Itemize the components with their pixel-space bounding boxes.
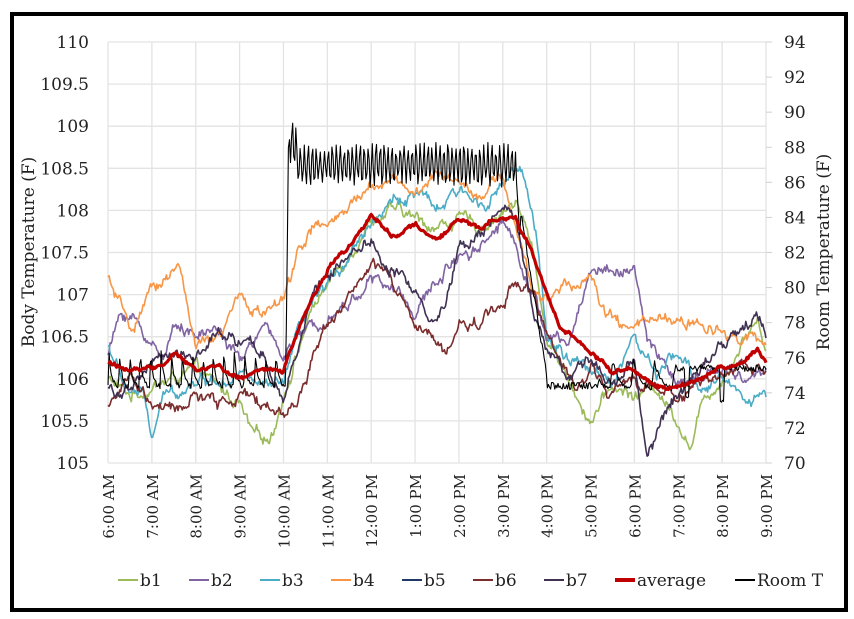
series-lines [107,122,768,457]
right-tick-label: 92 [784,68,806,88]
series-line-b2 [107,218,767,387]
right-tick-label: 88 [784,138,806,158]
legend-item-b3: b3 [260,571,304,591]
x-tick-label: 11:00 AM [319,474,337,548]
left-tick-label: 108.5 [40,159,89,179]
right-tick-label: 74 [784,384,806,404]
x-tick-label: 6:00 PM [626,474,644,538]
left-tick-label: 106 [57,370,89,390]
right-tick-label: 72 [784,419,806,439]
chart-frame [10,12,848,612]
left-tick-label: 107.5 [40,244,89,264]
left-tick-label: 108 [57,201,89,221]
right-tick-label: 90 [784,103,806,123]
legend-item-b6: b6 [473,571,517,591]
x-axis-ticks: 6:00 AM 7:00 AM 8:00 AM 9:00 AM 10:00 AM 11:0… [100,474,776,548]
legend-item-b2: b2 [189,571,233,591]
x-tick-label: 12:00 PM [363,474,381,547]
x-tick-label: 7:00 PM [670,474,688,538]
x-tick-label: 9:00 AM [232,474,250,539]
series-line-b4 [107,169,767,350]
x-tick-label: 1:00 PM [407,474,425,538]
right-tick-label: 80 [784,279,806,299]
left-tick-label: 105.5 [40,412,89,432]
x-tick-label: 6:00 AM [100,474,118,539]
legend-item-room-t: Room T [735,571,824,591]
x-tick-label: 7:00 AM [144,474,162,539]
legend-item-b7: b7 [544,571,588,591]
legend-label: b5 [424,571,446,591]
left-tick-label: 107 [57,286,89,306]
legend-label: Room T [757,571,824,591]
legend-item-b4: b4 [331,571,375,591]
legend-label: b6 [495,571,517,591]
x-tick-label: 2:00 PM [451,474,469,538]
right-tick-label: 78 [784,314,806,334]
left-axis-ticks: 105 105.5 106 106.5 107 107.5 108 108.5 109 109.5… [40,33,89,474]
left-tick-label: 106.5 [40,328,89,348]
x-tick-label: 8:00 AM [188,474,206,539]
legend-item-b1: b1 [118,571,162,591]
x-tick-label: 3:00 PM [495,474,513,538]
x-tick-label: 8:00 PM [714,474,732,538]
left-tick-label: 110 [57,33,89,53]
left-axis-title: Body Temperature (F) [19,157,39,347]
right-tick-label: 82 [784,244,806,264]
series-line-room-t [107,122,767,403]
right-tick-label: 76 [784,349,806,369]
legend-item-average: average [615,571,706,591]
right-tick-label: 84 [784,208,806,228]
right-axis-ticks: 70 72 74 76 78 80 82 84 86 88 90 92 94 [784,33,806,474]
gridlines [107,41,772,464]
x-tick-label: 9:00 PM [758,474,776,538]
left-tick-label: 109 [57,117,89,137]
left-tick-label: 109.5 [40,75,89,95]
legend-label: average [637,571,706,591]
legend-item-b5: b5 [402,571,446,591]
right-axis-title: Room Temperature (F) [814,154,834,351]
x-tick-label: 4:00 PM [539,474,557,538]
left-tick-label: 105 [57,454,89,474]
legend-label: b7 [566,571,588,591]
series-line-average [107,212,768,392]
x-tick-label: 10:00 AM [275,474,293,548]
right-tick-label: 70 [784,454,806,474]
right-tick-label: 94 [784,33,806,53]
right-tick-label: 86 [784,173,806,193]
series-line-b7 [107,204,767,457]
legend-label: b3 [282,571,304,591]
legend-label: b1 [140,571,162,591]
legend: b1 b2 b3 b4 b5 b6 b7 average Room T [118,571,824,591]
x-tick-label: 5:00 PM [583,474,601,538]
legend-label: b2 [211,571,233,591]
legend-label: b4 [353,571,375,591]
